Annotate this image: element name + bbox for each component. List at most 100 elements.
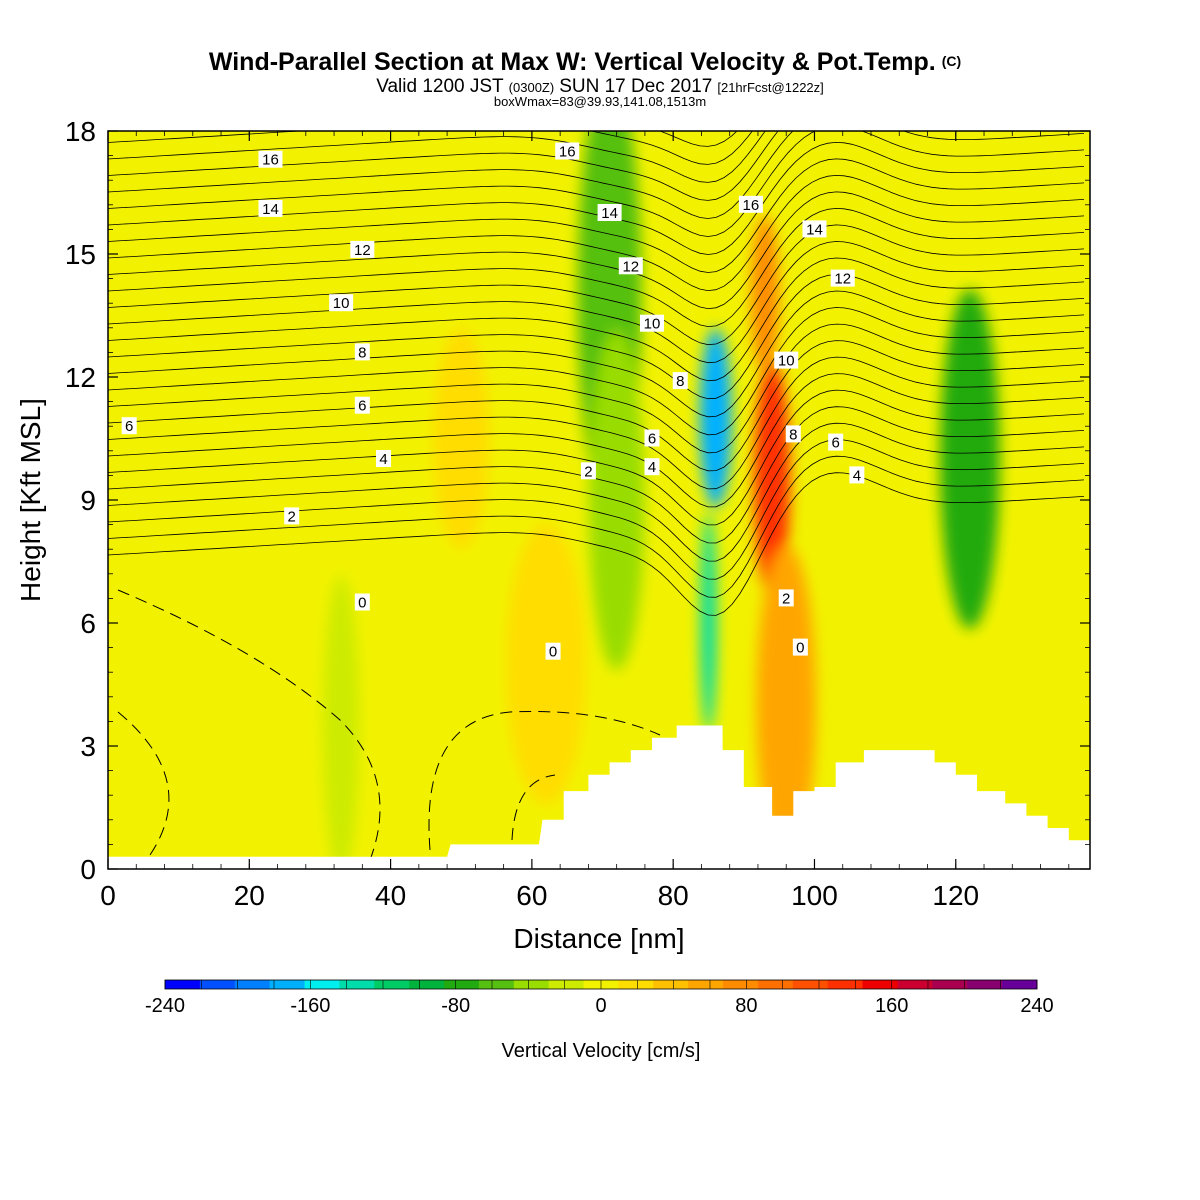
colorbar-segment [967, 980, 1003, 989]
contour-label-text: 12 [354, 242, 371, 259]
velocity-feature [699, 328, 732, 508]
isentrope-line [108, 455, 1085, 598]
isentrope-line [108, 389, 1085, 526]
colorbar: -240 -160 -80 0 80 160 240 [145, 979, 1054, 1017]
colorbar-segment [513, 980, 550, 989]
colorbar-tick-label: -80 [441, 995, 470, 1017]
contour-label-text: 10 [778, 353, 795, 370]
contour-label-text: 8 [676, 373, 684, 390]
contour-label-text: 6 [648, 431, 656, 448]
colorbar-segment [723, 980, 759, 989]
isentrope-line [108, 257, 1085, 382]
x-axis: 0 20 40 60 80 100 120 [100, 131, 1070, 911]
subtitle-forecast: [21hrFcst@1222z] [717, 80, 823, 95]
colorbar-segment [688, 980, 724, 989]
chart-title-mark: (C) [942, 53, 961, 69]
velocity-feature [323, 575, 360, 869]
contour-label-text: 0 [796, 640, 804, 657]
contour-label: 6 [644, 429, 660, 448]
velocity-feature [588, 330, 645, 670]
velocity-feature [700, 513, 717, 733]
colorbar-segment [165, 980, 201, 989]
colorbar-segment [478, 980, 515, 989]
isentrope-line [108, 131, 1085, 219]
colorbar-label: Vertical Velocity [cm/s] [502, 1040, 701, 1062]
colorbar-segment [339, 980, 375, 989]
y-tick-label: 15 [65, 239, 96, 270]
contour-label-text: 2 [782, 590, 790, 607]
contour-label-text: 4 [853, 467, 861, 484]
x-tick-label: 0 [100, 880, 116, 911]
contour-label: 4 [849, 466, 865, 484]
colorbar-tick-label: 160 [875, 995, 908, 1017]
isentrope-line [108, 373, 1085, 508]
chart-title: Wind-Parallel Section at Max W: Vertical… [209, 48, 961, 76]
contour-label: 6 [828, 433, 844, 452]
contour-label: 10 [774, 351, 799, 370]
colorbar-segment [618, 980, 654, 989]
colorbar-tick-label: 240 [1020, 995, 1053, 1017]
contour-label: 10 [329, 294, 354, 312]
colorbar-segment [862, 980, 898, 989]
contour-label: 2 [284, 507, 300, 525]
contour-label: 2 [580, 462, 596, 480]
contour-label-text: 2 [288, 508, 296, 525]
colorbar-segment [444, 980, 480, 989]
contour-label: 16 [738, 195, 763, 214]
colorbar-segment [199, 980, 236, 989]
y-axis: 0 3 6 9 12 15 18 [65, 116, 1090, 885]
terrain [108, 725, 1090, 869]
contour-label: 4 [644, 458, 660, 476]
contour-label: 10 [639, 314, 664, 333]
x-tick-label: 120 [932, 880, 979, 911]
contour-label-text: 10 [644, 316, 661, 333]
contour-label: 16 [555, 142, 580, 161]
isentrope-line [108, 191, 1085, 310]
contour-label: 14 [258, 199, 283, 218]
isentrope-line [108, 323, 1085, 454]
colorbar-segment [792, 980, 829, 989]
contour-label-text: 6 [358, 398, 366, 415]
contour-label-text: 12 [834, 271, 851, 288]
velocity-feature [506, 524, 587, 804]
isentrope-line [108, 340, 1085, 472]
contour-label-text: 4 [648, 459, 656, 476]
dashed-contour [117, 711, 170, 856]
contour-label: 8 [672, 372, 688, 390]
dashed-contour [117, 589, 381, 861]
velocity-feature [754, 359, 791, 600]
contour-label: 0 [545, 642, 561, 661]
isentrope-line [108, 422, 1085, 562]
colorbar-tick-label: 80 [735, 995, 757, 1017]
colorbar-segment [234, 980, 271, 989]
contour-label-text: 14 [806, 221, 823, 238]
contour-label: 16 [258, 150, 283, 169]
y-tick-label: 18 [65, 116, 96, 147]
dashed-contour [428, 711, 661, 851]
velocity-feature [433, 328, 490, 549]
contour-label-text: 6 [831, 435, 839, 452]
contour-label: 6 [121, 417, 137, 435]
chart-subtitle-2: boxWmax=83@39.93,141.08,1513m [494, 94, 706, 109]
potential-temperature-contours [108, 131, 1085, 861]
y-tick-label: 6 [80, 608, 96, 639]
contour-label-text: 14 [262, 201, 279, 218]
colorbar-segment [409, 980, 445, 989]
y-tick-label: 3 [80, 731, 96, 762]
contour-label-text: 16 [559, 144, 576, 161]
isentrope-line [108, 174, 1085, 292]
colorbar-segment [827, 980, 864, 989]
colorbar-tick-label: -160 [290, 995, 330, 1017]
colorbar-segment [304, 980, 340, 989]
colorbar-segment [1002, 980, 1038, 989]
colorbar-segment [897, 980, 933, 989]
subtitle-date: SUN 17 Dec 2017 [559, 76, 712, 97]
colorbar-segment [653, 980, 689, 989]
x-tick-label: 60 [516, 880, 547, 911]
contour-label-text: 10 [333, 295, 350, 312]
colorbar-segment [757, 980, 794, 989]
colorbar-segment [548, 980, 585, 989]
